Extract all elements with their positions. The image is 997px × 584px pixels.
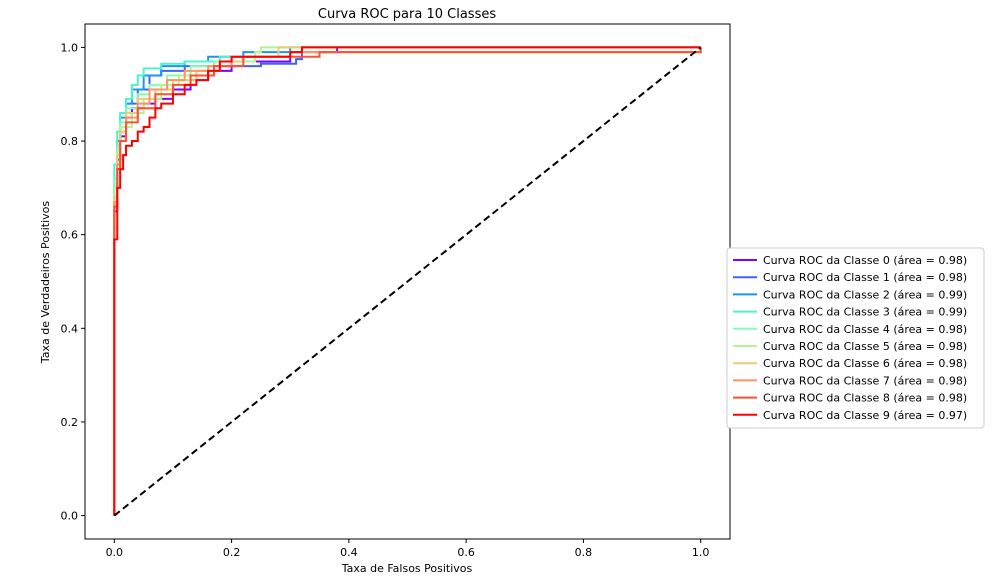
plot-area xyxy=(113,46,702,517)
y-tick-label: 0.6 xyxy=(61,229,79,242)
x-tick-label: 0.8 xyxy=(575,546,593,559)
legend-label-class-9: Curva ROC da Classe 9 (área = 0.97) xyxy=(763,409,967,422)
x-axis-label: Taxa de Falsos Positivos xyxy=(341,562,473,575)
legend-label-class-8: Curva ROC da Classe 8 (área = 0.98) xyxy=(763,392,967,405)
chart-title: Curva ROC para 10 Classes xyxy=(318,7,496,22)
y-tick-label: 0.0 xyxy=(61,510,79,523)
x-tick-label: 0.0 xyxy=(106,546,124,559)
roc-curve-class-9 xyxy=(113,46,701,516)
legend-label-class-5: Curva ROC da Classe 5 (área = 0.98) xyxy=(763,340,967,353)
legend: Curva ROC da Classe 0 (área = 0.98) Curva… xyxy=(726,247,985,429)
legend-label-class-2: Curva ROC da Classe 2 (área = 0.99) xyxy=(763,288,967,301)
x-tick-label: 0.2 xyxy=(223,546,241,559)
y-tick-label: 0.8 xyxy=(61,135,79,148)
y-tick-label: 0.4 xyxy=(61,322,79,335)
diagonal-reference-line xyxy=(113,46,702,517)
legend-label-class-0: Curva ROC da Classe 0 (área = 0.98) xyxy=(763,254,967,267)
x-tick-label: 0.6 xyxy=(457,546,475,559)
x-tick-label: 0.4 xyxy=(340,546,358,559)
x-tick-label: 1.0 xyxy=(692,546,710,559)
y-axis-label: Taxa de Verdadeiros Positivos xyxy=(39,201,52,365)
y-axis: 0.0 0.2 0.4 0.6 0.8 1.0 xyxy=(61,41,85,523)
legend-box xyxy=(726,247,985,429)
legend-label-class-7: Curva ROC da Classe 7 (área = 0.98) xyxy=(763,374,967,387)
legend-label-class-4: Curva ROC da Classe 4 (área = 0.98) xyxy=(763,323,967,336)
legend-label-class-3: Curva ROC da Classe 3 (área = 0.99) xyxy=(763,306,967,319)
legend-label-class-1: Curva ROC da Classe 1 (área = 0.98) xyxy=(763,271,967,284)
y-tick-label: 0.2 xyxy=(61,416,79,429)
x-axis: 0.0 0.2 0.4 0.6 0.8 1.0 xyxy=(106,539,710,559)
legend-label-class-6: Curva ROC da Classe 6 (área = 0.98) xyxy=(763,357,967,370)
y-tick-label: 1.0 xyxy=(61,41,79,54)
